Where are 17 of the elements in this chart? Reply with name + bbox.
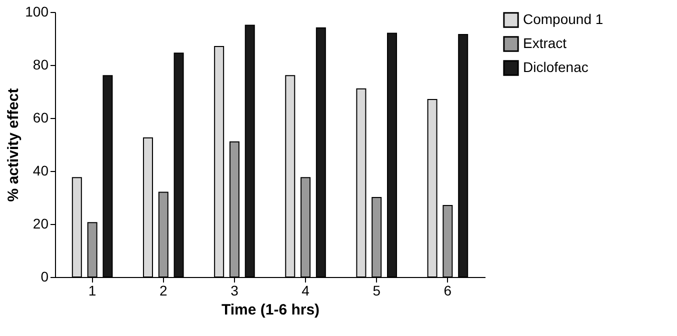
legend-label: Extract xyxy=(523,35,567,51)
x-tick-label: 2 xyxy=(159,282,168,298)
legend-label: Compound 1 xyxy=(523,11,604,27)
x-tick-label: 4 xyxy=(302,282,310,298)
x-tick-label: 1 xyxy=(88,282,96,298)
y-tick-label: 80 xyxy=(32,56,49,72)
y-tick-label: 20 xyxy=(32,216,49,232)
y-tick-label: 40 xyxy=(32,162,49,178)
y-axis-title: % activity effect xyxy=(5,88,22,202)
x-tick-label: 6 xyxy=(444,282,452,298)
y-tick-label: 100 xyxy=(25,4,49,20)
y-tick-label: 60 xyxy=(32,110,49,126)
x-tick-label: 3 xyxy=(230,282,239,298)
x-tick-label: 5 xyxy=(372,282,381,298)
legend-label: Diclofenac xyxy=(523,59,588,75)
y-tick-label: 0 xyxy=(40,268,49,284)
x-axis-title: Time (1-6 hrs) xyxy=(221,302,320,318)
